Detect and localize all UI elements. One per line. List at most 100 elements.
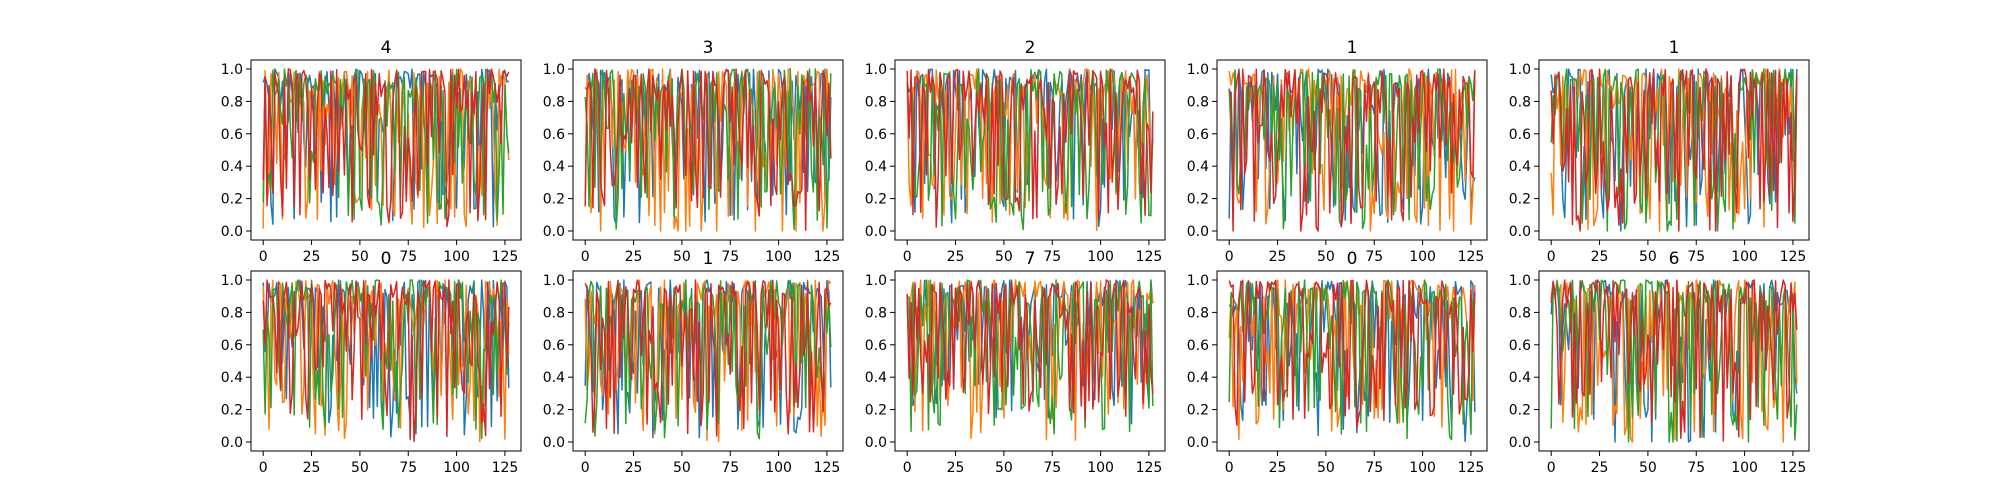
subplot-title-9: 6 (1669, 249, 1680, 269)
series-line-5-1 (262, 279, 510, 443)
series-line-2-2 (906, 68, 1154, 231)
series-line-8-3 (1228, 279, 1476, 429)
y-tick-label-8-1: 0.2 (1187, 403, 1209, 419)
x-tick-label-2-0: 0 (903, 249, 912, 265)
y-tick-label-0-1: 0.2 (221, 192, 243, 208)
x-tick-label-8-0: 0 (1225, 460, 1234, 476)
x-tick-label-0-4: 100 (443, 249, 470, 265)
y-tick-label-7-3: 0.6 (865, 338, 887, 354)
subplot-8: 0 25 50 75 100 125 0.0 0.2 0.4 0.6 0.8 1.0 0 (1187, 249, 1488, 476)
x-tick-label-2-3: 75 (1043, 249, 1061, 265)
y-tick-label-2-0: 0.0 (865, 224, 887, 240)
series-line-0-3 (262, 68, 510, 228)
x-tick-label-2-5: 125 (1136, 249, 1163, 265)
x-tick-label-5-3: 75 (399, 460, 417, 476)
axes-frame-3 (1216, 59, 1488, 241)
x-tick-label-2-4: 100 (1087, 249, 1114, 265)
subplot-title-5: 0 (381, 249, 392, 269)
y-tick-label-6-1: 0.2 (543, 403, 565, 419)
y-tick-label-4-2: 0.4 (1509, 159, 1531, 175)
x-tick-label-4-0: 0 (1547, 249, 1556, 265)
y-tick-label-4-3: 0.6 (1509, 127, 1531, 143)
x-tick-label-8-1: 25 (1269, 460, 1287, 476)
x-tick-label-3-5: 125 (1458, 249, 1485, 265)
x-tick-label-3-1: 25 (1269, 249, 1287, 265)
x-tick-label-7-3: 75 (1043, 460, 1061, 476)
x-tick-label-8-5: 125 (1458, 460, 1485, 476)
y-tick-label-4-0: 0.0 (1509, 224, 1531, 240)
y-tick-label-3-3: 0.6 (1187, 127, 1209, 143)
x-tick-label-1-3: 75 (721, 249, 739, 265)
x-tick-label-5-0: 0 (259, 460, 268, 476)
axes-frame-0 (250, 59, 522, 241)
x-tick-label-3-0: 0 (1225, 249, 1234, 265)
y-tick-label-3-0: 0.0 (1187, 224, 1209, 240)
subplot-7: 0 25 50 75 100 125 0.0 0.2 0.4 0.6 0.8 1.0 7 (865, 249, 1166, 476)
y-tick-label-1-4: 0.8 (543, 94, 565, 110)
series-line-8-2 (1228, 279, 1476, 441)
subplot-title-8: 0 (1347, 249, 1358, 269)
y-tick-label-8-3: 0.6 (1187, 338, 1209, 354)
y-tick-label-0-3: 0.6 (221, 127, 243, 143)
x-tick-label-4-3: 75 (1687, 249, 1705, 265)
y-tick-label-5-0: 0.0 (221, 435, 243, 451)
axes-frame-2 (894, 59, 1166, 241)
y-tick-label-9-1: 0.2 (1509, 403, 1531, 419)
series-line-9-3 (1550, 279, 1798, 442)
y-tick-label-9-2: 0.4 (1509, 370, 1531, 386)
subplot-title-7: 7 (1025, 249, 1036, 269)
x-tick-label-9-1: 25 (1591, 460, 1609, 476)
series-line-3-3 (1228, 68, 1476, 232)
subplot-1: 0 25 50 75 100 125 0.0 0.2 0.4 0.6 0.8 1.0 3 (543, 38, 844, 265)
x-tick-label-0-1: 25 (303, 249, 321, 265)
y-tick-label-1-2: 0.4 (543, 159, 565, 175)
x-tick-label-7-0: 0 (903, 460, 912, 476)
x-tick-label-1-5: 125 (814, 249, 841, 265)
series-line-4-3 (1550, 68, 1798, 232)
y-tick-label-2-2: 0.4 (865, 159, 887, 175)
x-tick-label-3-4: 100 (1409, 249, 1436, 265)
x-tick-label-5-2: 50 (351, 460, 369, 476)
y-tick-label-7-5: 1.0 (865, 273, 887, 289)
series-line-6-2 (584, 279, 832, 440)
subplot-4: 0 25 50 75 100 125 0.0 0.2 0.4 0.6 0.8 1.0 1 (1509, 38, 1810, 265)
y-tick-label-0-5: 1.0 (221, 62, 243, 78)
y-tick-label-4-5: 1.0 (1509, 62, 1531, 78)
series-line-5-3 (262, 279, 510, 443)
x-tick-label-5-4: 100 (443, 460, 470, 476)
axes-frame-5 (250, 270, 522, 452)
axes-frame-6 (572, 270, 844, 452)
subplot-2: 0 25 50 75 100 125 0.0 0.2 0.4 0.6 0.8 1.0 2 (865, 38, 1166, 265)
subplot-5: 0 25 50 75 100 125 0.0 0.2 0.4 0.6 0.8 1.0 0 (221, 249, 522, 476)
x-tick-label-1-4: 100 (765, 249, 792, 265)
y-tick-label-4-1: 0.2 (1509, 192, 1531, 208)
subplot-title-3: 1 (1347, 38, 1358, 58)
series-line-7-3 (906, 279, 1154, 422)
y-tick-label-9-4: 0.8 (1509, 305, 1531, 321)
x-tick-label-6-4: 100 (765, 460, 792, 476)
subplot-3: 0 25 50 75 100 125 0.0 0.2 0.4 0.6 0.8 1.0 1 (1187, 38, 1488, 265)
subplot-title-1: 3 (703, 38, 714, 58)
y-tick-label-3-1: 0.2 (1187, 192, 1209, 208)
x-tick-label-0-3: 75 (399, 249, 417, 265)
series-line-2-3 (906, 68, 1154, 228)
y-tick-label-1-5: 1.0 (543, 62, 565, 78)
x-tick-label-9-4: 100 (1731, 460, 1758, 476)
y-tick-label-1-0: 0.0 (543, 224, 565, 240)
y-tick-label-6-0: 0.0 (543, 435, 565, 451)
y-tick-label-7-1: 0.2 (865, 403, 887, 419)
x-tick-label-9-2: 50 (1639, 460, 1657, 476)
y-tick-label-8-4: 0.8 (1187, 305, 1209, 321)
y-tick-label-7-0: 0.0 (865, 435, 887, 451)
y-tick-label-9-3: 0.6 (1509, 338, 1531, 354)
x-tick-label-5-5: 125 (492, 460, 519, 476)
y-tick-label-4-4: 0.8 (1509, 94, 1531, 110)
series-line-6-3 (584, 279, 832, 437)
series-line-1-3 (584, 68, 832, 231)
axes-frame-4 (1538, 59, 1810, 241)
x-tick-label-7-4: 100 (1087, 460, 1114, 476)
x-tick-label-4-2: 50 (1639, 249, 1657, 265)
x-tick-label-0-2: 50 (351, 249, 369, 265)
x-tick-label-6-1: 25 (625, 460, 643, 476)
